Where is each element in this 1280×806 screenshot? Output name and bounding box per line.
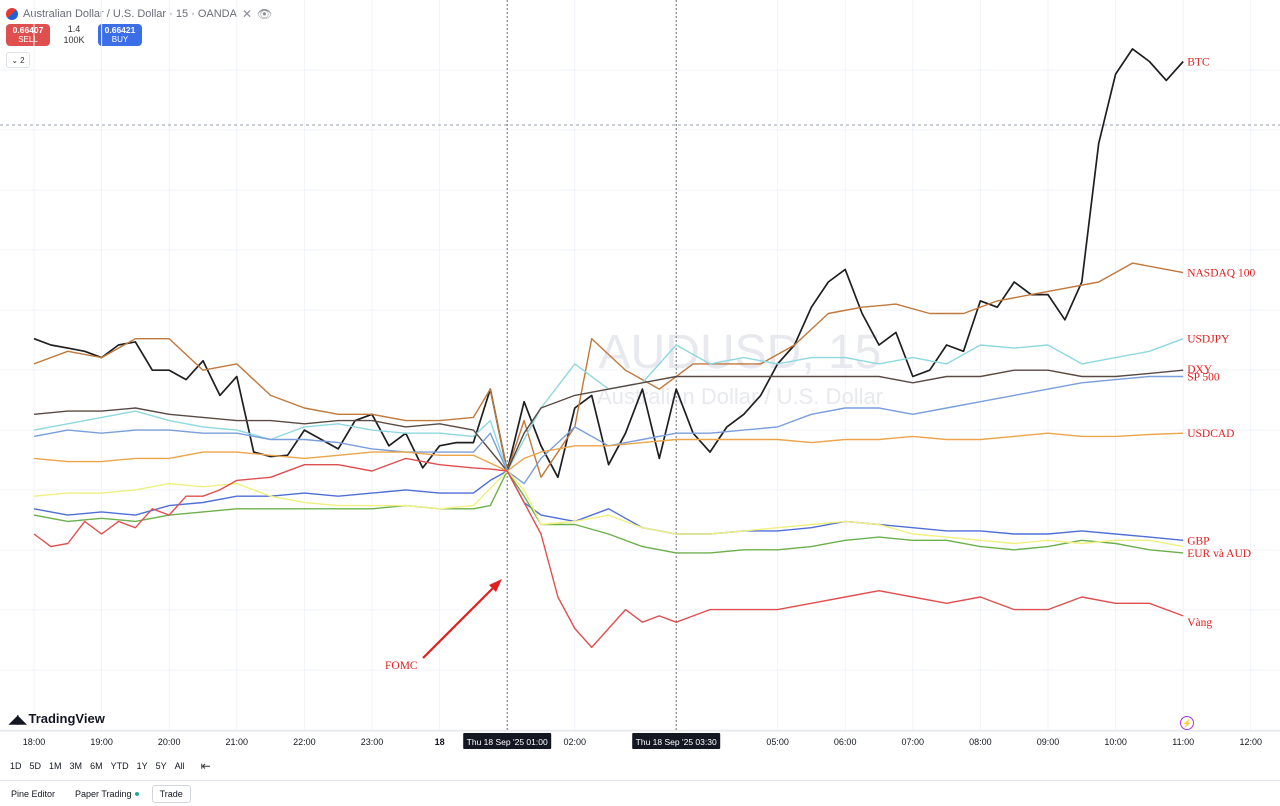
series-label: BTC bbox=[1187, 57, 1210, 69]
series-group bbox=[33, 48, 1184, 649]
buy-label: BUY bbox=[111, 35, 129, 44]
trade-panel: 0.66407 SELL 1.4 100K 0.66421 BUY bbox=[6, 24, 142, 46]
symbol-title[interactable]: Australian Dollar / U.S. Dollar · 15 · O… bbox=[23, 8, 237, 20]
time-tick-label: 20:00 bbox=[158, 737, 181, 747]
crosshair-time-label: Thu 18 Sep '25 01:00 bbox=[467, 737, 548, 747]
spread-box[interactable]: 1.4 100K bbox=[54, 24, 94, 46]
fomc-label: FOMC bbox=[385, 660, 418, 672]
range-ytd[interactable]: YTD bbox=[110, 761, 129, 771]
time-tick-label: 18:00 bbox=[23, 737, 46, 747]
sell-label: SELL bbox=[18, 35, 38, 44]
series-label: USDCAD bbox=[1187, 428, 1234, 440]
bottom-panel-tabs: Pine Editor Paper Trading Trade bbox=[0, 780, 1280, 806]
time-tick-label: 06:00 bbox=[834, 737, 857, 747]
status-dot-icon bbox=[134, 792, 139, 797]
series-line bbox=[33, 369, 1184, 472]
symbol-flag-icon bbox=[6, 8, 18, 20]
tradingview-mark-icon: ◢◣ bbox=[9, 711, 26, 726]
series-line bbox=[33, 48, 1184, 479]
series-line bbox=[33, 375, 1184, 485]
series-line bbox=[33, 470, 1184, 554]
series-line bbox=[33, 432, 1184, 472]
time-tick-label: 23:00 bbox=[361, 737, 384, 747]
range-selector: 1D 5D 1M 3M 6M YTD 1Y 5Y All ⇤ bbox=[10, 759, 211, 773]
tab-trade[interactable]: Trade bbox=[151, 784, 191, 803]
tab-pine-editor[interactable]: Pine Editor bbox=[11, 788, 56, 799]
series-line bbox=[33, 262, 1184, 478]
range-6m[interactable]: 6M bbox=[90, 761, 103, 771]
series-label: GBP bbox=[1187, 535, 1209, 547]
range-all[interactable]: All bbox=[174, 761, 185, 771]
fomc-arrow bbox=[422, 584, 497, 659]
tradingview-logo[interactable]: ◢◣ TradingView bbox=[9, 711, 105, 726]
series-line bbox=[33, 457, 1184, 649]
chart-header: Australian Dollar / U.S. Dollar · 15 · O… bbox=[6, 6, 272, 22]
time-tick-label: 10:00 bbox=[1104, 737, 1127, 747]
series-label: NASDAQ 100 bbox=[1187, 268, 1255, 280]
time-tick-label: 09:00 bbox=[1037, 737, 1060, 747]
spread-value: 1.4 bbox=[67, 24, 81, 34]
range-1m[interactable]: 1M bbox=[49, 761, 62, 771]
buy-price: 0.66421 bbox=[104, 25, 136, 35]
series-label: Vàng bbox=[1187, 617, 1212, 629]
indicators-count: 2 bbox=[20, 55, 25, 65]
buy-button[interactable]: 0.66421 BUY bbox=[98, 24, 142, 46]
range-1d[interactable]: 1D bbox=[10, 761, 22, 771]
sell-button[interactable]: 0.66407 SELL bbox=[6, 24, 50, 46]
time-tick-label: 18 bbox=[435, 737, 445, 747]
chart-canvas[interactable]: AUDUSD, 15 Australian Dollar / U.S. Doll… bbox=[0, 0, 1280, 780]
time-tick-label: 08:00 bbox=[969, 737, 992, 747]
crosshair-time-box bbox=[463, 733, 552, 749]
crosshair-time-label: Thu 18 Sep '25 03:30 bbox=[636, 737, 717, 747]
time-axis: 18:00 19:00 20:00 21:00 22:00 23:00 18 02:00 05:… bbox=[23, 733, 1262, 749]
series-label: SP 500 bbox=[1187, 372, 1220, 384]
range-5d[interactable]: 5D bbox=[29, 761, 42, 771]
watermark-symbol: AUDUSD, 15 bbox=[599, 326, 882, 379]
series-label: USDJPY bbox=[1187, 334, 1230, 346]
range-1y[interactable]: 1Y bbox=[136, 761, 148, 771]
time-tick-label: 22:00 bbox=[293, 737, 316, 747]
tab-paper-trading[interactable]: Paper Trading bbox=[68, 786, 146, 802]
time-tick-label: 21:00 bbox=[226, 737, 249, 747]
indicators-toggle-button[interactable]: ⌄ 2 bbox=[6, 52, 30, 68]
annotation-group: FOMC bbox=[385, 579, 502, 672]
chevron-down-icon: ⌄ bbox=[11, 55, 19, 65]
flash-icon[interactable]: ⚡ bbox=[1180, 716, 1194, 730]
order-size: 100K bbox=[63, 35, 85, 45]
series-label: DXY bbox=[1187, 364, 1213, 376]
time-tick-label: 12:00 bbox=[1240, 737, 1263, 747]
series-label: EUR và AUD bbox=[1187, 548, 1251, 560]
time-tick-label: 11:00 bbox=[1172, 737, 1194, 747]
close-icon[interactable]: ✕ bbox=[241, 7, 253, 21]
fomc-arrow-head bbox=[489, 579, 502, 592]
crosshair-time-box bbox=[632, 733, 721, 749]
crosshairs bbox=[506, 0, 677, 731]
tab-paper-trading-label: Paper Trading bbox=[75, 788, 132, 799]
range-5y[interactable]: 5Y bbox=[155, 761, 167, 771]
time-tick-label: 05:00 bbox=[766, 737, 789, 747]
series-line bbox=[33, 470, 1184, 541]
time-tick-label: 19:00 bbox=[90, 737, 113, 747]
tradingview-brand: TradingView bbox=[28, 711, 105, 726]
time-tick-label: 02:00 bbox=[564, 737, 587, 747]
range-3m[interactable]: 3M bbox=[69, 761, 83, 771]
go-to-date-icon[interactable]: ⇤ bbox=[200, 759, 211, 773]
series-line bbox=[33, 338, 1184, 472]
sell-price: 0.66407 bbox=[12, 25, 44, 35]
eye-icon[interactable]: 👁 bbox=[257, 7, 273, 21]
time-tick-label: 07:00 bbox=[902, 737, 925, 747]
